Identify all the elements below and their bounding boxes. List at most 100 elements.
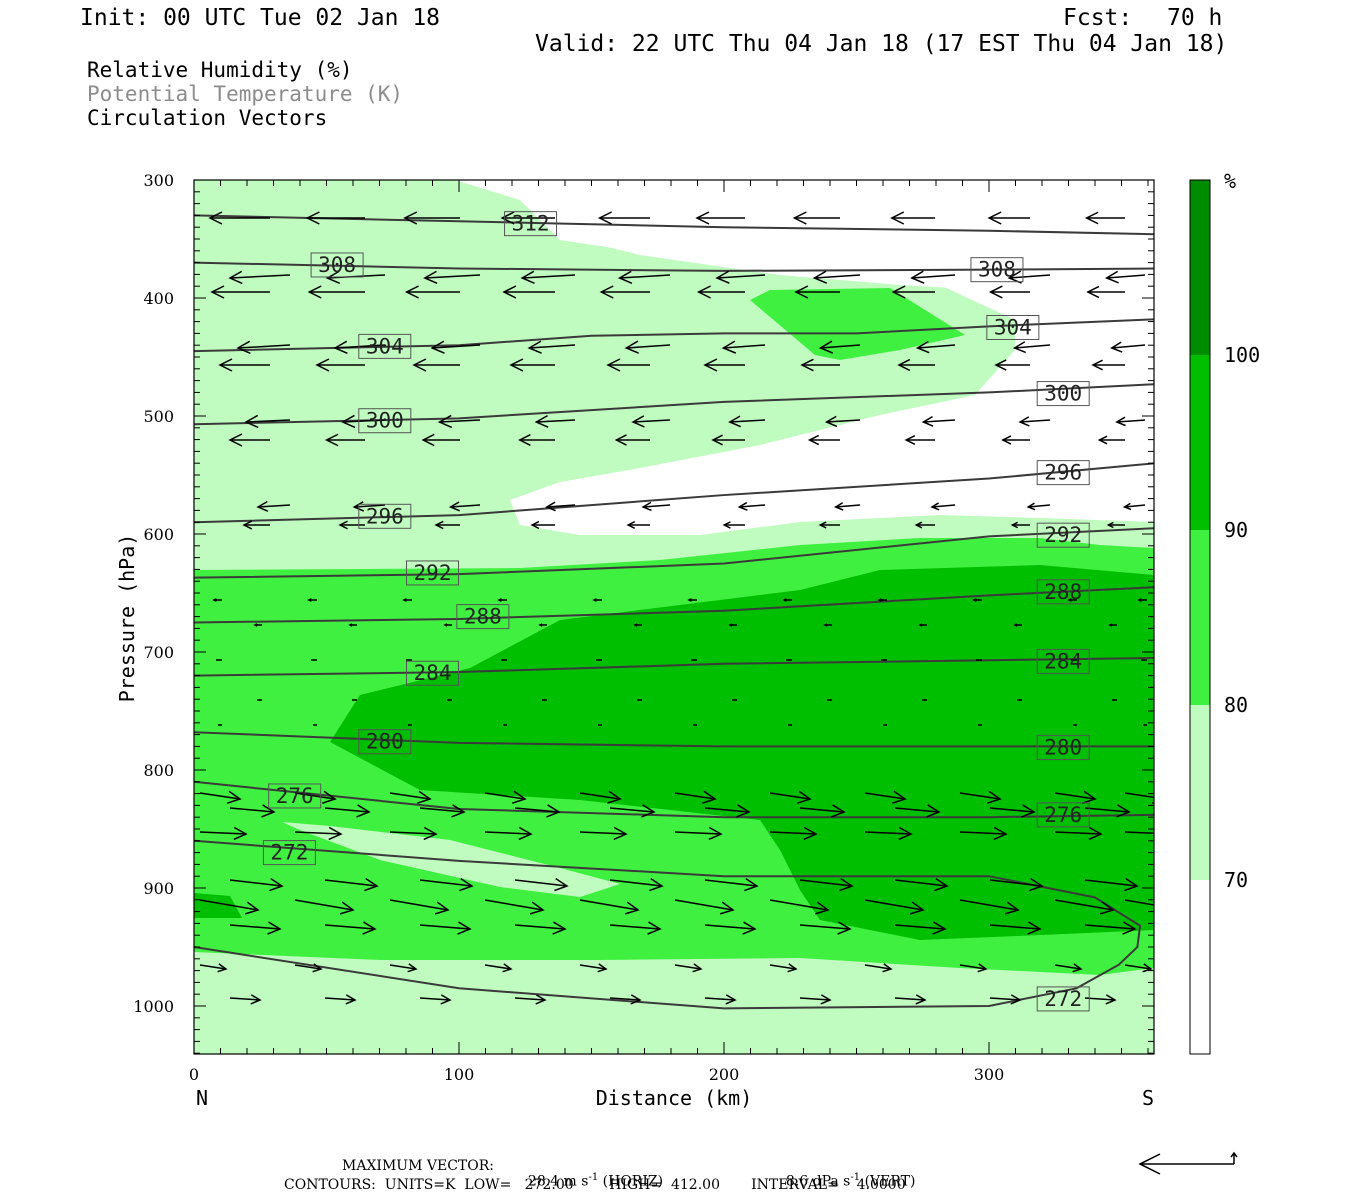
max-vector-vert: 8.6 dPa s-1 (VERT) xyxy=(777,1159,916,1189)
vector-arrow xyxy=(530,520,555,530)
y-tick-label: 500 xyxy=(143,407,174,426)
vector-arrow xyxy=(514,921,567,935)
theta-label-276: 276 xyxy=(1036,802,1090,828)
vector-arrow xyxy=(228,433,270,447)
vector-arrow xyxy=(864,899,925,915)
vector-arrow xyxy=(592,598,602,602)
vector-arrow xyxy=(294,899,355,915)
theta-label-296: 296 xyxy=(358,503,412,529)
theta-label-box xyxy=(1036,460,1090,486)
vector-arrow xyxy=(989,994,1022,1005)
vector-arrow xyxy=(348,623,357,627)
vector-arrow xyxy=(834,502,861,511)
vector-arrow xyxy=(989,804,1036,818)
vector-arrow xyxy=(674,963,703,973)
vector-arrow xyxy=(704,921,757,935)
colorbar-frame xyxy=(1189,179,1211,1055)
colorbar-tick-70: 70 xyxy=(1224,868,1248,892)
vector-arrow xyxy=(404,285,460,299)
theta-label-text: 280 xyxy=(1044,736,1082,760)
vector-arrow xyxy=(818,521,840,529)
vector-arrow xyxy=(208,211,270,225)
vector-arrow xyxy=(910,270,956,284)
max-vector-label: MAXIMUM VECTOR: xyxy=(342,1158,494,1174)
vector-arrow xyxy=(799,994,832,1005)
rh-dry-top xyxy=(560,180,1154,290)
vector-arrow xyxy=(228,270,291,285)
vector-arrow xyxy=(1115,416,1146,427)
vector-arrow xyxy=(626,521,650,529)
theta-label-280: 280 xyxy=(1036,735,1090,761)
vector-arrow xyxy=(210,285,270,299)
theta-label-box xyxy=(1036,986,1090,1012)
vector-arrow xyxy=(502,285,555,299)
vector-arrow xyxy=(994,359,1030,371)
theta-label-box xyxy=(262,840,316,866)
vector-arrow xyxy=(579,790,622,804)
theta-label-text: 308 xyxy=(318,253,356,277)
vector-arrow xyxy=(305,211,365,225)
vector-arrow xyxy=(696,285,745,299)
vector-arrow xyxy=(704,994,737,1005)
colorbar-tick-100: 100 xyxy=(1224,343,1260,367)
vector-arrow xyxy=(704,878,759,892)
theta-label-box xyxy=(268,783,322,809)
vector-arrow xyxy=(1084,211,1125,225)
vector-arrow xyxy=(799,921,852,935)
vector-arrow xyxy=(721,340,766,354)
theta-label-text: 300 xyxy=(1044,382,1082,406)
colorbar-80 xyxy=(1190,530,1210,705)
vector-arrow xyxy=(1026,502,1051,511)
theta-label-text: 304 xyxy=(366,334,404,358)
vector-arrow xyxy=(324,921,377,935)
vector-arrow xyxy=(199,963,228,973)
vector-arrow xyxy=(609,804,656,818)
rh-shading xyxy=(194,180,1154,1054)
vector-arrow xyxy=(1054,899,1115,915)
vector-arrow xyxy=(218,358,270,372)
vector-arrow xyxy=(987,211,1030,225)
vector-arrow xyxy=(641,501,671,512)
theta-line-292 xyxy=(194,527,1154,579)
vector-arrow xyxy=(236,340,291,354)
vector-arrow xyxy=(704,804,751,818)
vector-arrow xyxy=(484,790,527,804)
vector-arrow xyxy=(633,623,642,627)
vector-arrow xyxy=(894,878,949,892)
init-time: Init: 00 UTC Tue 02 Jan 18 xyxy=(80,5,441,31)
vector-arrow xyxy=(1084,994,1117,1005)
vector-arrow xyxy=(244,414,291,429)
theta-label-text: 296 xyxy=(1044,461,1082,485)
vector-arrow xyxy=(769,899,830,915)
theta-label-300: 300 xyxy=(1036,381,1090,407)
theta-label-box xyxy=(456,604,510,630)
x-end-north: N xyxy=(196,1086,208,1110)
theta-label-box xyxy=(1036,648,1090,674)
theta-label-292: 292 xyxy=(1036,522,1090,548)
rh-90-region xyxy=(330,565,1154,940)
theta-label-272: 272 xyxy=(262,840,316,866)
y-axis-label: Pressure (hPa) xyxy=(115,534,139,703)
theta-label-text: 292 xyxy=(1044,523,1082,547)
vector-arrow xyxy=(434,520,460,530)
vector-arrow xyxy=(324,994,357,1005)
vector-arrow xyxy=(514,878,569,892)
theta-label-box xyxy=(358,408,412,434)
horiz-exponent: -1 xyxy=(588,1172,599,1183)
vector-arrow xyxy=(1108,623,1117,627)
x-end-south: S xyxy=(1142,1086,1154,1110)
theta-label-box xyxy=(1036,735,1090,761)
rh-80-blob-upper xyxy=(750,288,965,360)
rh-90-patch xyxy=(194,893,242,918)
theta-label-box xyxy=(358,333,412,359)
vector-arrow xyxy=(799,878,854,892)
vector-arrow xyxy=(624,340,671,354)
theta-line-304 xyxy=(194,318,1154,353)
legend-vectors: Circulation Vectors xyxy=(87,106,328,130)
theta-label-284: 284 xyxy=(406,660,459,686)
y-axis: 300 400 500 600 700 800 900 1000 xyxy=(133,171,1154,1054)
vector-arrow xyxy=(904,435,935,445)
theta-label-text: 284 xyxy=(414,661,452,685)
vector-arrow xyxy=(877,598,887,602)
vector-arrow xyxy=(989,921,1042,935)
